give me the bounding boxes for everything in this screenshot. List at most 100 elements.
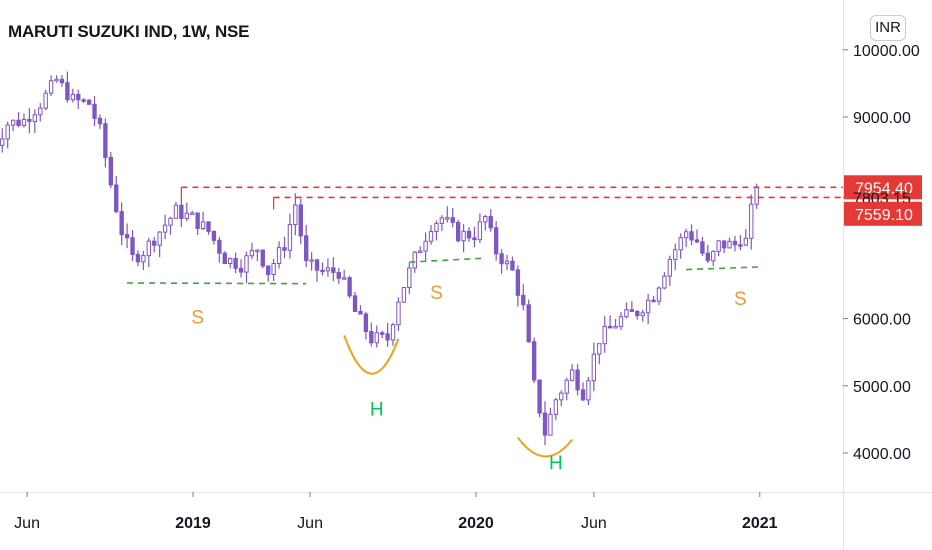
candle-body-up — [390, 324, 396, 341]
currency-button[interactable]: INR — [870, 15, 906, 41]
candle — [92, 96, 97, 127]
candle — [401, 287, 407, 303]
candle-body-down — [732, 240, 738, 246]
candle-body-up — [173, 204, 179, 219]
candle — [369, 322, 374, 347]
candle — [651, 295, 656, 303]
candle — [119, 202, 124, 246]
candle-body-down — [179, 204, 184, 219]
candle-body-up — [428, 230, 434, 242]
candle — [352, 292, 358, 312]
candle — [266, 265, 271, 282]
chart-title: MARUTI SUZUKI IND, 1W, NSE — [8, 22, 250, 41]
candle — [662, 272, 667, 290]
candle-body-up — [640, 312, 645, 317]
candle — [135, 250, 141, 267]
candle — [738, 235, 743, 251]
candle-body-down — [114, 184, 119, 213]
candle — [385, 323, 390, 347]
candle — [10, 119, 16, 132]
candle — [694, 229, 700, 244]
candle-body-up — [10, 119, 16, 126]
candle-body-down — [521, 294, 526, 306]
candle-body-down — [97, 117, 103, 125]
x-tick: 2019 — [175, 492, 211, 532]
x-tick-label: 2019 — [175, 515, 211, 532]
candle — [743, 229, 749, 247]
candle-body-up — [190, 212, 195, 215]
candle-body-down — [76, 94, 81, 101]
candle-body-down — [81, 99, 86, 102]
candle-body-down — [466, 230, 472, 239]
candle-body-down — [65, 82, 70, 101]
candle — [255, 249, 260, 262]
candle — [613, 319, 618, 329]
candle-body-up — [54, 78, 59, 82]
candle — [526, 299, 531, 343]
candle — [195, 212, 200, 235]
candle — [86, 99, 92, 105]
candle — [499, 249, 504, 274]
price-label-box — [844, 201, 922, 226]
candle — [645, 293, 651, 325]
candle — [488, 209, 493, 232]
candle-body-down — [700, 241, 705, 254]
candle — [152, 236, 157, 253]
candle — [434, 220, 439, 241]
candle — [700, 236, 705, 256]
candle — [48, 75, 54, 96]
candle-body-down — [651, 299, 656, 303]
candle-body-down — [575, 369, 580, 391]
candle — [336, 267, 341, 284]
candle — [32, 109, 38, 133]
head-arc — [517, 436, 573, 458]
candle — [510, 256, 515, 271]
candle-body-up — [244, 255, 249, 273]
candle — [423, 232, 428, 262]
candle — [466, 227, 472, 242]
candle — [271, 258, 276, 281]
candle — [461, 224, 466, 253]
candle — [559, 390, 564, 407]
candle-body-up — [412, 251, 417, 269]
candle — [314, 258, 320, 282]
price-label-text: 7559.10 — [855, 207, 913, 224]
candle-body-down — [320, 269, 325, 273]
candle — [586, 376, 591, 406]
candle — [673, 243, 678, 271]
x-tick: 2020 — [458, 492, 494, 532]
candle — [575, 364, 580, 396]
candle — [363, 311, 369, 340]
candle — [597, 343, 602, 365]
candle — [260, 249, 265, 269]
candle-body-down — [580, 389, 586, 401]
candle — [749, 194, 754, 250]
candle — [396, 297, 401, 331]
candle-body-up — [439, 217, 445, 224]
candle — [380, 330, 385, 339]
candle-body-up — [0, 138, 5, 146]
candle — [711, 250, 716, 267]
candle-body-up — [504, 260, 510, 265]
candle-body-up — [477, 221, 483, 241]
candle — [179, 196, 184, 227]
candle-body-down — [130, 237, 135, 255]
candle — [65, 71, 70, 103]
candle — [439, 215, 445, 232]
candle-body-down — [358, 310, 363, 315]
candle — [282, 236, 287, 259]
candle — [309, 252, 314, 271]
candle-body-up — [249, 249, 255, 257]
candle-body-up — [48, 80, 54, 94]
candle-body-down — [92, 103, 97, 119]
candle-body-down — [510, 260, 515, 271]
x-tick-label: Jun — [14, 515, 40, 532]
candle — [727, 237, 732, 249]
candle-body-down — [689, 231, 694, 241]
candle — [141, 250, 146, 271]
candle — [249, 242, 255, 259]
candle-body-down — [629, 309, 635, 312]
candle — [629, 301, 635, 312]
